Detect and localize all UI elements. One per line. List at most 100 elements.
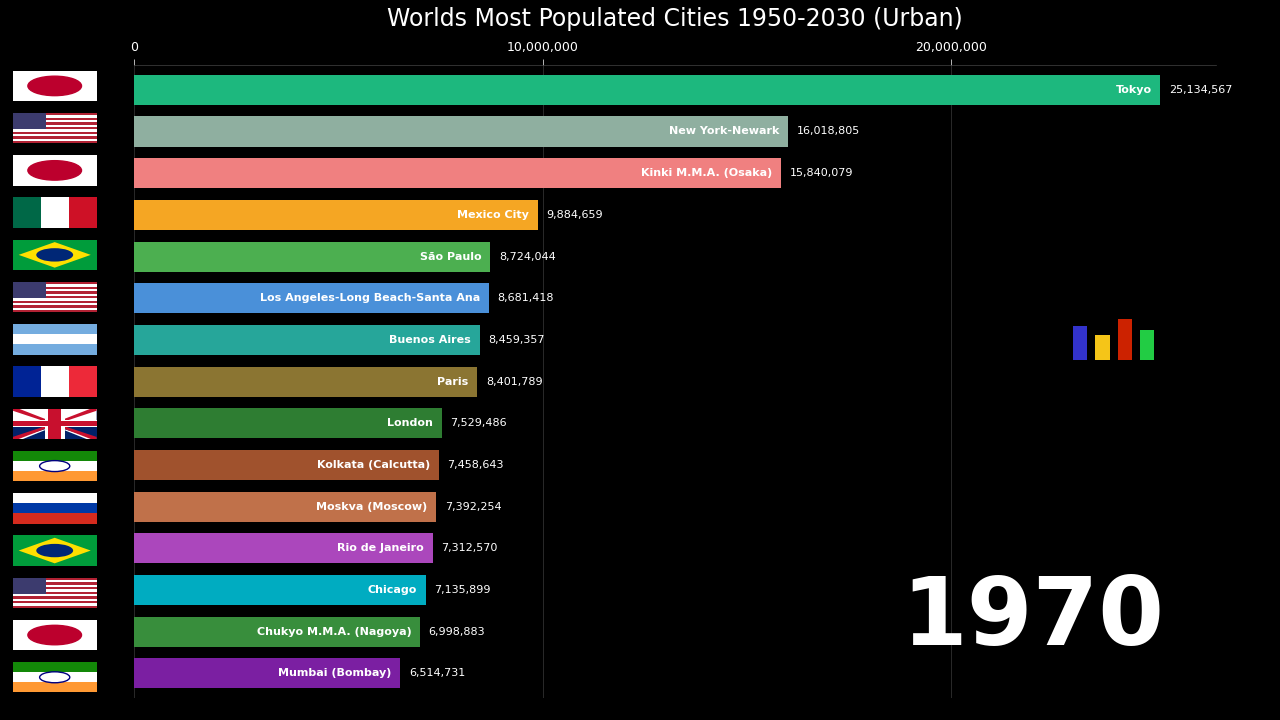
- Text: Rio de Janeiro: Rio de Janeiro: [338, 544, 424, 554]
- Title: Worlds Most Populated Cities 1950-2030 (Urban): Worlds Most Populated Cities 1950-2030 (…: [388, 7, 963, 31]
- Text: 8,681,418: 8,681,418: [498, 293, 554, 303]
- Text: 6,998,883: 6,998,883: [429, 626, 485, 636]
- Bar: [13, 298, 96, 301]
- Bar: [13, 587, 96, 589]
- Bar: [13, 305, 96, 307]
- Circle shape: [28, 76, 82, 96]
- Bar: [134, 617, 420, 647]
- Bar: [13, 662, 96, 672]
- Bar: [13, 115, 96, 117]
- Bar: [13, 301, 96, 303]
- Bar: [13, 577, 96, 580]
- Bar: [13, 125, 96, 127]
- Bar: [13, 421, 96, 426]
- Polygon shape: [19, 538, 91, 563]
- Bar: [134, 366, 477, 397]
- Text: London: London: [387, 418, 433, 428]
- Bar: [13, 334, 96, 344]
- Text: 15,840,079: 15,840,079: [790, 168, 852, 178]
- Bar: [13, 582, 96, 585]
- Text: Kinki M.M.A. (Osaka): Kinki M.M.A. (Osaka): [641, 168, 772, 178]
- Bar: [13, 310, 96, 312]
- Bar: [47, 409, 61, 439]
- Bar: [134, 283, 489, 313]
- Bar: [41, 366, 69, 397]
- Bar: [13, 130, 96, 132]
- Bar: [41, 197, 69, 228]
- Text: Tokyo: Tokyo: [1115, 85, 1152, 95]
- Bar: [134, 75, 1160, 105]
- Text: Buenos Aires: Buenos Aires: [389, 335, 471, 345]
- Bar: [13, 577, 46, 594]
- Bar: [13, 513, 96, 523]
- Bar: [13, 120, 96, 122]
- Bar: [13, 451, 96, 461]
- Bar: [13, 284, 96, 287]
- Bar: [13, 134, 96, 136]
- Polygon shape: [13, 409, 55, 439]
- Bar: [1140, 330, 1155, 360]
- Bar: [13, 592, 96, 594]
- Bar: [13, 366, 41, 397]
- Bar: [134, 200, 538, 230]
- Bar: [13, 324, 96, 334]
- Bar: [13, 606, 96, 608]
- Bar: [13, 596, 96, 598]
- Bar: [1096, 335, 1110, 360]
- Bar: [134, 492, 436, 522]
- Text: Mumbai (Bombay): Mumbai (Bombay): [278, 668, 392, 678]
- Text: São Paulo: São Paulo: [420, 251, 481, 261]
- Text: 7,392,254: 7,392,254: [444, 502, 502, 512]
- Text: Mexico City: Mexico City: [457, 210, 529, 220]
- Bar: [13, 117, 96, 120]
- Bar: [134, 534, 433, 563]
- Bar: [1117, 319, 1132, 360]
- Bar: [134, 408, 442, 438]
- Text: 25,134,567: 25,134,567: [1169, 85, 1233, 95]
- Text: 7,312,570: 7,312,570: [442, 544, 498, 554]
- Text: 7,529,486: 7,529,486: [451, 418, 507, 428]
- Text: Paris: Paris: [438, 377, 468, 387]
- Text: Chicago: Chicago: [367, 585, 417, 595]
- Bar: [134, 241, 490, 271]
- Bar: [13, 197, 41, 228]
- Text: Kolkata (Calcutta): Kolkata (Calcutta): [317, 460, 430, 470]
- Bar: [134, 117, 788, 146]
- Bar: [13, 282, 96, 284]
- Bar: [1073, 325, 1087, 360]
- Text: 8,401,789: 8,401,789: [486, 377, 543, 387]
- Bar: [13, 672, 96, 683]
- Text: 1970: 1970: [902, 573, 1165, 665]
- Bar: [13, 141, 96, 143]
- Bar: [134, 575, 426, 605]
- Bar: [13, 113, 96, 115]
- Text: Moskva (Moscow): Moskva (Moscow): [316, 502, 428, 512]
- Bar: [13, 601, 96, 603]
- Text: 7,135,899: 7,135,899: [434, 585, 490, 595]
- Circle shape: [36, 544, 73, 557]
- Bar: [13, 122, 96, 125]
- Bar: [45, 409, 65, 439]
- Bar: [13, 282, 46, 298]
- Bar: [13, 307, 96, 310]
- Bar: [13, 589, 96, 592]
- Text: 8,459,357: 8,459,357: [489, 335, 545, 345]
- Bar: [13, 461, 96, 471]
- Bar: [13, 503, 96, 513]
- Text: Los Angeles-Long Beach-Santa Ana: Los Angeles-Long Beach-Santa Ana: [260, 293, 480, 303]
- Polygon shape: [13, 409, 96, 439]
- Text: 16,018,805: 16,018,805: [797, 127, 860, 137]
- Bar: [134, 450, 439, 480]
- Bar: [13, 580, 96, 582]
- Bar: [13, 287, 96, 289]
- Bar: [13, 294, 96, 296]
- Bar: [13, 132, 96, 134]
- Bar: [13, 683, 96, 693]
- Bar: [13, 136, 96, 139]
- Bar: [13, 139, 96, 141]
- Bar: [69, 366, 96, 397]
- Bar: [13, 303, 96, 305]
- Bar: [13, 598, 96, 601]
- Bar: [13, 585, 96, 587]
- Polygon shape: [19, 242, 91, 268]
